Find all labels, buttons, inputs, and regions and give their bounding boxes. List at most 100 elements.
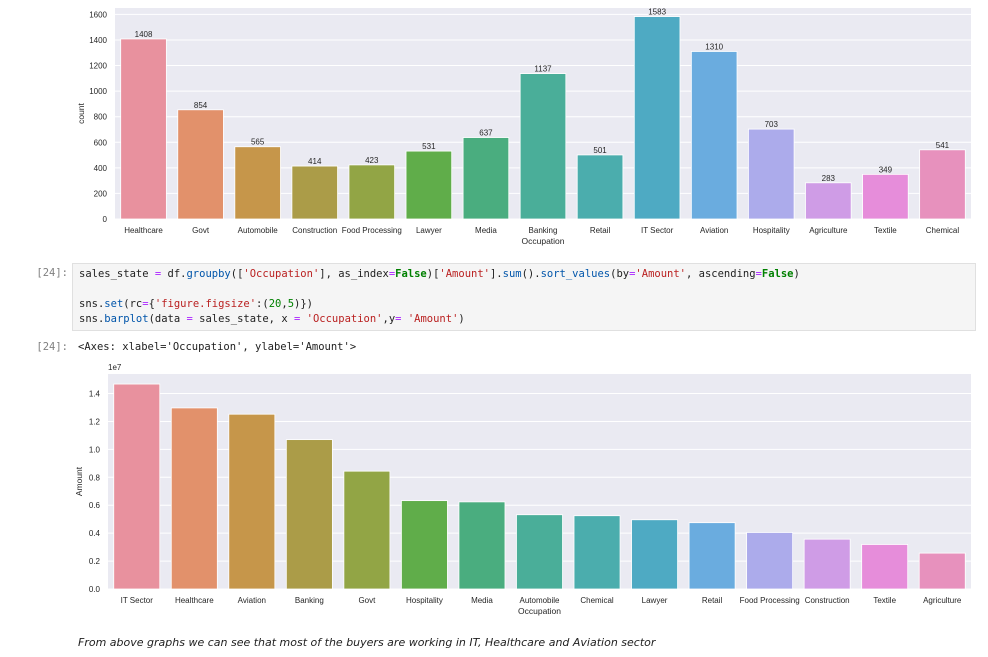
code-token: sort_values [540,268,611,280]
x-tick-label: Agriculture [923,596,962,605]
code-line: sns.set(rc={'figure.figsize':(20,5)}) [79,297,969,312]
x-tick-label: Textile [874,226,897,235]
x-tick-label: Food Processing [342,226,402,235]
occupation-count-chart: 0 200 400 600 800 1000 1200 1400 1600 Healthcare 1… [0,0,988,252]
code-token: = [293,313,301,325]
code-token: ], as_index [319,268,389,280]
occupation-count-chart-svg: 0 200 400 600 800 1000 1200 1400 1600 Healthcare 1… [76,8,971,246]
y-tick-label: 1.4 [89,390,101,399]
bar [234,146,281,220]
x-tick-label: IT Sector [641,226,674,235]
bar [805,182,852,220]
bar [633,16,681,220]
code-token: 5 [287,298,295,310]
x-tick-label: Retail [590,226,611,235]
bar [918,552,966,590]
code-token: set [104,298,124,310]
bar [919,149,966,220]
code-cell[interactable]: sales_state = df.groupby(['Occupation'],… [72,263,976,331]
x-tick-label: Lawyer [642,596,668,605]
y-tick-label: 200 [94,189,108,198]
bar [462,137,510,220]
bar [519,73,567,220]
x-tick-label: Healthcare [124,226,163,235]
bar-value-label: 414 [308,157,322,166]
y-tick-label: 0.4 [89,529,101,538]
bar [120,38,167,220]
bar [285,439,333,590]
code-token: , [281,298,288,310]
x-tick-label: Construction [805,596,850,605]
bar [688,522,736,590]
output-text: <Axes: xlabel='Occupation', ylabel='Amou… [78,341,357,353]
code-token: ) [458,313,465,325]
code-token: = [388,268,396,280]
y-offset-label: 1e7 [108,363,122,372]
code-token: (data [148,313,187,325]
x-tick-label: Aviation [238,596,266,605]
markdown-caption: From above graphs we can see that most o… [78,636,656,649]
bar [516,514,563,590]
bar [746,532,794,590]
x-tick-label: Textile [873,596,896,605]
x-tick-label: Agriculture [809,226,848,235]
code-token: 'Amount' [439,268,490,280]
code-token: (rc [123,298,143,310]
code-token: groupby [186,268,231,280]
bar [113,383,161,590]
bar [862,173,909,220]
code-token: )}) [294,298,313,310]
y-tick-label: 0.2 [89,557,101,566]
code-token: )[ [426,268,440,280]
y-tick-label: 1000 [89,87,107,96]
bar [177,109,224,220]
code-token: sum [502,268,522,280]
x-tick-label: Media [471,596,493,605]
code-token: sns. [79,298,105,310]
x-tick-label: Govt [192,226,210,235]
code-token: = [395,313,402,325]
code-line: sales_state = df.groupby(['Occupation'],… [79,267,969,282]
code-token: False [395,268,427,280]
bar [228,413,276,590]
code-token: (by [610,268,630,280]
code-line: sns.barplot(data = sales_state, x = 'Occ… [79,312,969,327]
code-token: :( [256,298,269,310]
x-tick-label: Banking [529,226,558,235]
bar-value-label: 565 [251,138,265,147]
bar [748,128,795,220]
x-tick-label: Hospitality [406,596,443,605]
x-tick-label: Chemical [926,226,960,235]
bar-value-label: 1408 [135,30,153,39]
x-tick-label: Govt [358,596,376,605]
bar [458,501,506,590]
bar [170,407,218,590]
y-axis-label: count [76,102,86,123]
y-tick-label: 600 [94,138,108,147]
code-token: = [755,268,762,280]
x-tick-label: Construction [292,226,337,235]
code-token: ]. [489,268,503,280]
bar [861,544,909,590]
code-token: 'Occupation' [243,268,320,280]
bar-value-label: 283 [822,174,836,183]
x-tick-label: Hospitality [753,226,790,235]
code-token: = [629,268,636,280]
code-token: ([ [230,268,244,280]
bar-value-label: 854 [194,101,208,110]
x-axis-label: Occupation [518,606,561,616]
code-token: { [148,298,155,310]
bar [401,500,448,590]
x-tick-label: Retail [702,596,723,605]
output-prompt: [24]: [36,341,68,353]
code-token: False [761,268,794,280]
code-line [79,282,969,297]
x-tick-label: Chemical [580,596,614,605]
code-token: (). [521,268,541,280]
y-tick-label: 1600 [89,10,107,19]
code-token: 'Amount' [407,313,459,325]
bar [343,470,391,590]
bar-value-label: 1583 [648,8,666,17]
y-tick-label: 800 [94,113,108,122]
code-token: 'figure.figsize' [154,298,257,310]
